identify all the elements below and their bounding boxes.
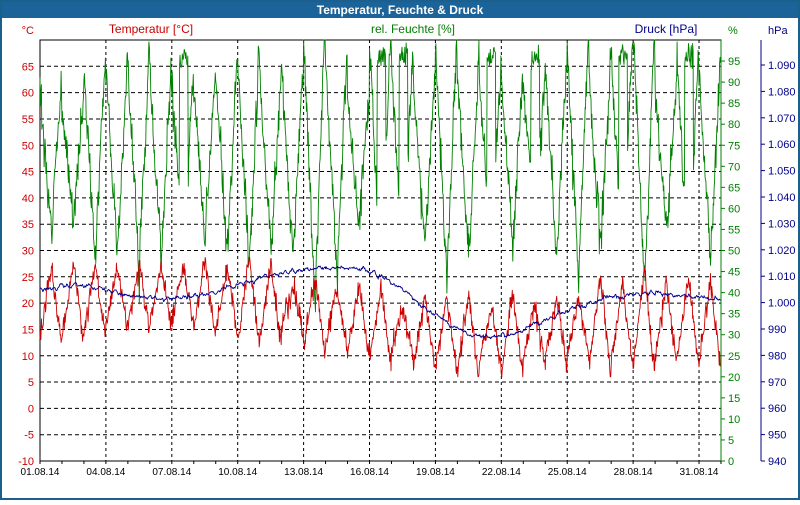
svg-text:960: 960 (768, 403, 786, 415)
svg-text:04.08.14: 04.08.14 (86, 467, 125, 478)
svg-text:hPa: hPa (768, 25, 788, 37)
svg-text:25.08.14: 25.08.14 (548, 467, 587, 478)
svg-text:-5: -5 (24, 430, 34, 442)
svg-text:01.08.14: 01.08.14 (21, 467, 60, 478)
svg-text:50: 50 (22, 140, 34, 152)
svg-text:80: 80 (728, 119, 740, 131)
svg-text:rel. Feuchte [%]: rel. Feuchte [%] (371, 22, 455, 36)
svg-text:22.08.14: 22.08.14 (482, 467, 521, 478)
svg-text:95: 95 (728, 56, 740, 68)
svg-text:65: 65 (22, 61, 34, 73)
svg-text:5: 5 (28, 377, 34, 389)
svg-text:1.090: 1.090 (768, 60, 796, 72)
svg-text:30: 30 (728, 330, 740, 342)
svg-text:16.08.14: 16.08.14 (350, 467, 389, 478)
svg-text:1.020: 1.020 (768, 245, 796, 257)
svg-text:1.010: 1.010 (768, 271, 796, 283)
svg-text:75: 75 (728, 140, 740, 152)
svg-text:28.08.14: 28.08.14 (614, 467, 653, 478)
svg-text:Temperatur, Feuchte & Druck: Temperatur, Feuchte & Druck (317, 3, 484, 17)
svg-text:35: 35 (22, 219, 34, 231)
svg-text:10.08.14: 10.08.14 (218, 467, 257, 478)
svg-text:10: 10 (728, 414, 740, 426)
svg-text:0: 0 (728, 456, 734, 468)
svg-text:25: 25 (22, 272, 34, 284)
svg-text:19.08.14: 19.08.14 (416, 467, 455, 478)
svg-text:1.050: 1.050 (768, 166, 796, 178)
svg-text:50: 50 (728, 246, 740, 258)
svg-text:70: 70 (728, 161, 740, 173)
svg-text:60: 60 (728, 203, 740, 215)
svg-text:40: 40 (728, 288, 740, 300)
svg-text:0: 0 (28, 403, 34, 415)
svg-text:950: 950 (768, 430, 786, 442)
svg-text:980: 980 (768, 350, 786, 362)
svg-text:5: 5 (728, 435, 734, 447)
svg-text:40: 40 (22, 193, 34, 205)
svg-text:20: 20 (22, 298, 34, 310)
svg-text:1.080: 1.080 (768, 86, 796, 98)
svg-text:55: 55 (728, 224, 740, 236)
svg-text:13.08.14: 13.08.14 (284, 467, 323, 478)
svg-text:65: 65 (728, 182, 740, 194)
svg-text:20: 20 (728, 372, 740, 384)
svg-text:31.08.14: 31.08.14 (680, 467, 719, 478)
svg-text:90: 90 (728, 77, 740, 89)
svg-text:1.070: 1.070 (768, 113, 796, 125)
svg-text:970: 970 (768, 377, 786, 389)
svg-text:25: 25 (728, 351, 740, 363)
svg-text:85: 85 (728, 98, 740, 110)
svg-text:1.060: 1.060 (768, 139, 796, 151)
svg-text:Druck [hPa]: Druck [hPa] (635, 22, 698, 36)
svg-text:1.040: 1.040 (768, 192, 796, 204)
svg-text:10: 10 (22, 351, 34, 363)
svg-text:940: 940 (768, 456, 786, 468)
svg-text:15: 15 (728, 393, 740, 405)
svg-text:35: 35 (728, 309, 740, 321)
svg-text:990: 990 (768, 324, 786, 336)
svg-text:Temperatur [°C]: Temperatur [°C] (109, 22, 193, 36)
svg-text:1.030: 1.030 (768, 218, 796, 230)
svg-text:45: 45 (728, 267, 740, 279)
svg-text:30: 30 (22, 246, 34, 258)
svg-text:45: 45 (22, 167, 34, 179)
svg-text:60: 60 (22, 88, 34, 100)
svg-text:07.08.14: 07.08.14 (152, 467, 191, 478)
svg-text:1.000: 1.000 (768, 298, 796, 310)
svg-text:%: % (728, 25, 738, 37)
svg-text:15: 15 (22, 324, 34, 336)
svg-text:55: 55 (22, 114, 34, 126)
svg-text:°C: °C (22, 25, 34, 37)
